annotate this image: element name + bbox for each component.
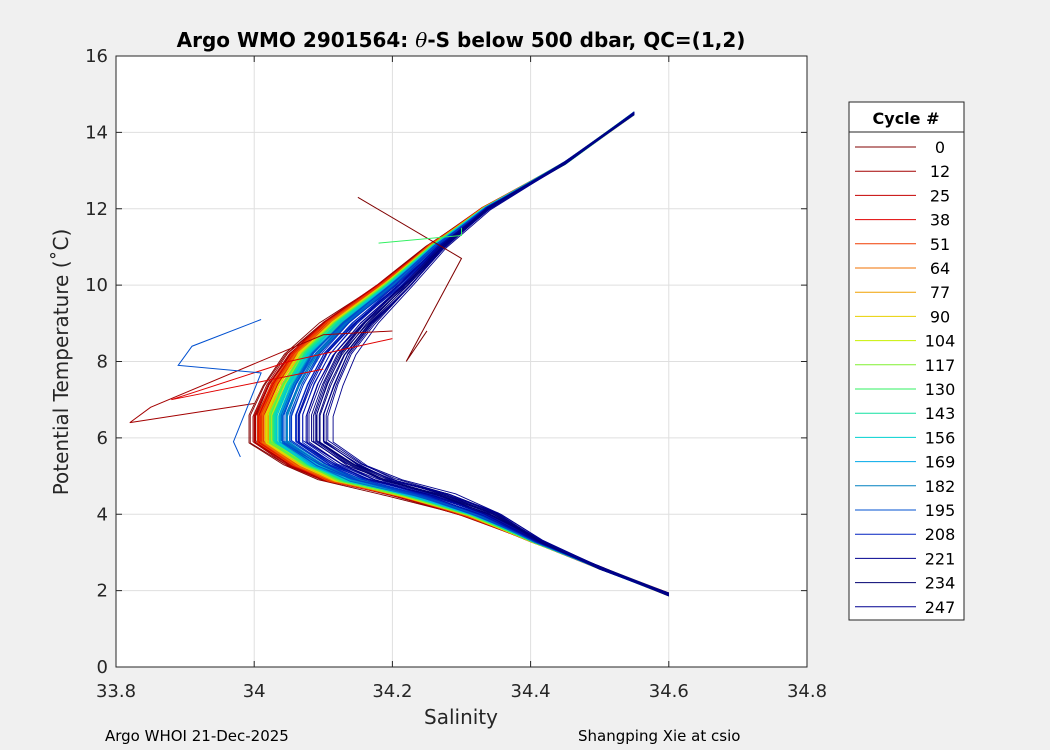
anomaly-line: [171, 338, 393, 401]
axis-ticks: 33.8 34 34.2 34.4 34.6 34.8 0 2 4 6 8 10 12 14 16: [85, 46, 827, 702]
x-axis-label: Salinity: [424, 705, 498, 729]
y-axis-label: Potential Temperature (˚C): [49, 229, 73, 496]
anomaly-line: [357, 196, 463, 362]
legend-label: 90: [930, 307, 950, 326]
legend-label: 169: [925, 453, 956, 472]
legend-label: 130: [925, 380, 956, 399]
profile-line: [299, 112, 669, 597]
legend-label: 156: [925, 428, 956, 447]
chart-title-prefix: Argo WMO 2901564:: [177, 28, 416, 52]
footer-right: Shangping Xie at csio: [578, 727, 740, 745]
y-tick-label: 4: [97, 504, 108, 525]
legend-label: 234: [925, 574, 956, 593]
legend-label: 195: [925, 501, 956, 520]
legend-label: 208: [925, 525, 956, 544]
profile-line: [291, 111, 669, 596]
legend-box: [848, 101, 965, 621]
chart-title-theta: θ: [415, 28, 427, 52]
x-tick-label: 34.6: [649, 681, 689, 702]
x-tick-label: 33.8: [96, 681, 136, 702]
y-tick-label: 14: [85, 122, 108, 143]
y-tick-label: 6: [97, 428, 108, 449]
legend-label: 247: [925, 598, 956, 617]
legend-label: 12: [930, 162, 950, 181]
legend-label: 0: [935, 138, 945, 157]
legend: Cycle # 0 12 25 38 51 64 77 90 104 117 130 143 156 16…: [848, 101, 965, 621]
y-tick-label: 10: [85, 275, 108, 296]
legend-entries: 0 12 25 38 51 64 77 90 104 117 130 143 156 169 182 195 2…: [855, 138, 955, 617]
profile-line: [323, 113, 669, 596]
profile-line: [311, 111, 669, 596]
x-tick-label: 34.8: [787, 681, 827, 702]
chart-title: Argo WMO 2901564: θ-S below 500 dbar, QC…: [177, 28, 746, 52]
anomaly-line: [129, 330, 393, 424]
legend-label: 221: [925, 549, 956, 568]
legend-label: 77: [930, 283, 950, 302]
profile-curves: [129, 111, 669, 597]
x-tick-label: 34.4: [511, 681, 551, 702]
x-tick-label: 34.2: [372, 681, 412, 702]
legend-label: 64: [930, 259, 950, 278]
legend-label: 117: [925, 356, 956, 375]
legend-label: 25: [930, 186, 950, 205]
anomaly-line: [177, 319, 262, 458]
y-tick-label: 16: [85, 46, 108, 67]
x-tick-label: 34: [243, 681, 266, 702]
y-tick-label: 12: [85, 199, 108, 220]
legend-label: 51: [930, 235, 950, 254]
anomaly-line: [378, 227, 462, 244]
y-tick-label: 8: [97, 352, 108, 373]
y-tick-label: 2: [97, 581, 108, 602]
footer-left: Argo WHOI 21-Dec-2025: [105, 727, 289, 745]
legend-label: 38: [930, 211, 950, 230]
legend-title: Cycle #: [873, 109, 940, 128]
profile-line: [327, 112, 669, 596]
legend-label: 182: [925, 477, 956, 496]
legend-label: 143: [925, 404, 956, 423]
profile-line: [283, 113, 669, 596]
y-tick-label: 0: [97, 657, 108, 678]
chart-title-suffix: -S below 500 dbar, QC=(1,2): [427, 28, 745, 52]
legend-label: 104: [925, 332, 956, 351]
